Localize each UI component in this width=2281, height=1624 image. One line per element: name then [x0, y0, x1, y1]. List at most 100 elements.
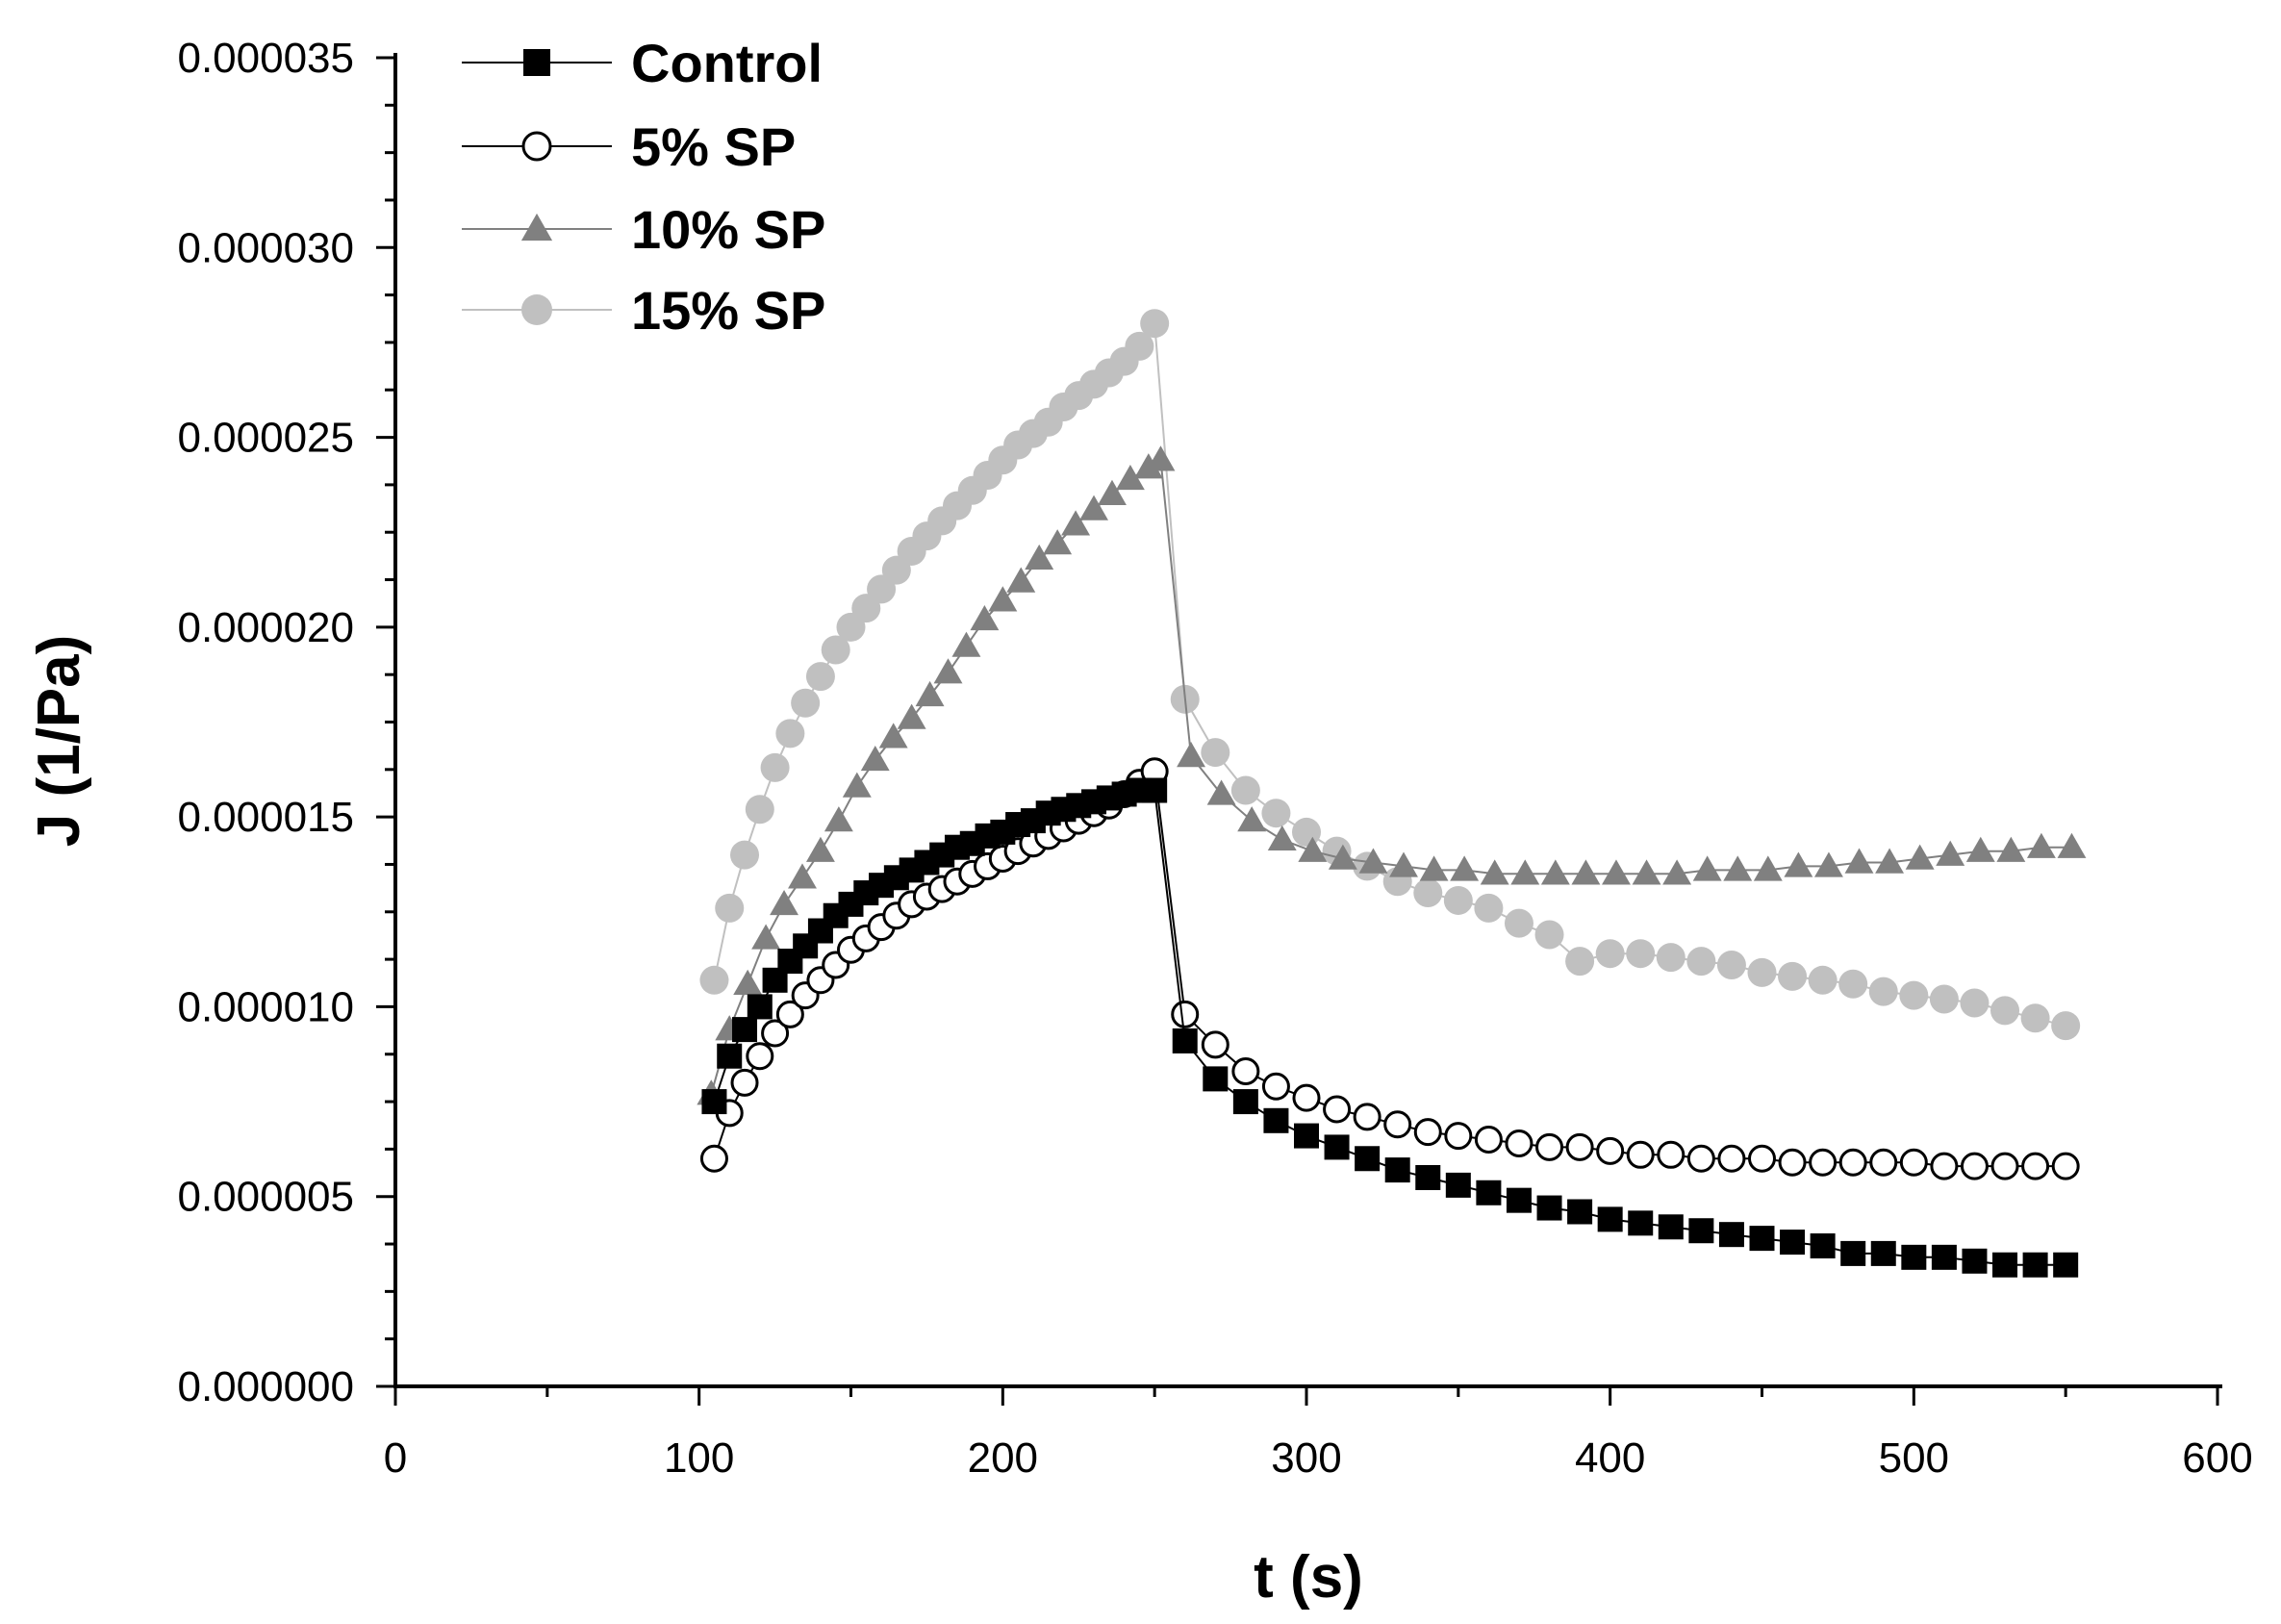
data-point	[1505, 1129, 1533, 1157]
data-point	[1716, 951, 1746, 980]
y-axis-title: J (1/Pa)	[26, 635, 92, 848]
data-point	[1061, 510, 1091, 536]
data-point	[1540, 859, 1570, 885]
y-tick-label: 0.000025	[177, 415, 354, 462]
data-point	[1686, 947, 1716, 977]
y-tick-label: 0.000030	[177, 224, 354, 271]
data-point	[1535, 1132, 1564, 1161]
y-tick-label: 0.000005	[177, 1174, 354, 1221]
data-point	[1565, 947, 1595, 977]
data-point	[1753, 855, 1783, 881]
data-point	[1237, 806, 1267, 832]
data-point	[1962, 1248, 1988, 1274]
x-tick-label: 400	[1575, 1434, 1645, 1482]
data-point	[715, 893, 745, 923]
data-point	[747, 994, 773, 1020]
legend-item: 15% SP	[462, 280, 825, 341]
data-point	[1838, 1148, 1867, 1177]
data-point	[842, 772, 872, 798]
data-point	[1504, 908, 1533, 938]
data-point	[1965, 836, 1995, 862]
data-point	[1656, 943, 1685, 973]
data-point	[1844, 848, 1874, 874]
data-point	[951, 631, 981, 657]
data-point	[1079, 495, 1108, 520]
data-point	[730, 1068, 759, 1097]
legend-label: Control	[631, 33, 823, 93]
data-point	[1936, 840, 1965, 866]
data-point	[2053, 1252, 2079, 1278]
data-point	[746, 1042, 774, 1071]
data-point	[521, 131, 552, 162]
data-point	[2022, 1252, 2048, 1278]
data-point	[2020, 1003, 2050, 1033]
y-ticks: 0.000000 0.000005 0.000010 0.000015 0.000020…	[177, 35, 395, 1410]
data-point	[745, 795, 774, 825]
data-point	[1990, 1152, 2019, 1180]
data-point	[1931, 1244, 1957, 1270]
data-point	[970, 605, 1000, 631]
data-point	[1534, 920, 1564, 950]
data-point	[1718, 1222, 1744, 1248]
data-point	[1450, 855, 1480, 881]
data-point	[1443, 885, 1473, 915]
data-point	[1899, 1148, 1928, 1177]
data-point	[933, 658, 963, 684]
x-tick-label: 600	[2182, 1434, 2252, 1482]
legend-label: 15% SP	[631, 280, 825, 341]
data-point	[2051, 1152, 2080, 1180]
y-tick-label: 0.000000	[177, 1363, 354, 1410]
data-point	[1263, 1107, 1289, 1133]
data-point	[1231, 1057, 1260, 1086]
data-point	[1474, 893, 1504, 923]
data-point	[1415, 1164, 1441, 1190]
data-point	[1480, 859, 1509, 885]
y-tick-label: 0.000015	[177, 794, 354, 841]
data-point	[1992, 1252, 2018, 1278]
plot-area	[697, 309, 2087, 1278]
data-point	[1177, 742, 1205, 768]
data-point	[1171, 1000, 1200, 1028]
data-point	[1172, 1028, 1198, 1053]
data-point	[1905, 844, 1935, 870]
data-point	[1571, 859, 1601, 885]
legend-item: 10% SP	[462, 199, 825, 260]
data-point	[860, 746, 890, 772]
x-tick-label: 300	[1271, 1434, 1341, 1482]
data-point	[1808, 965, 1837, 995]
data-point	[699, 1144, 728, 1173]
data-point	[699, 965, 729, 995]
data-point	[1929, 984, 1959, 1014]
data-point	[821, 635, 850, 665]
data-point	[788, 863, 817, 889]
data-point	[1506, 1187, 1532, 1213]
data-point	[1323, 1095, 1352, 1124]
data-point	[770, 889, 799, 916]
data-point	[2021, 1152, 2050, 1180]
data-point	[733, 969, 763, 995]
data-point	[1232, 1089, 1258, 1115]
data-point	[1686, 1144, 1715, 1173]
data-point	[521, 294, 552, 325]
data-point	[1930, 1152, 1959, 1180]
data-point	[1294, 1123, 1319, 1149]
data-point	[805, 836, 835, 862]
data-point	[1990, 996, 2020, 1026]
x-tick-label: 0	[384, 1434, 407, 1482]
data-point	[1692, 855, 1722, 881]
data-point	[1778, 961, 1808, 991]
x-axis-title: t (s)	[1254, 1544, 1363, 1611]
legend-item: 5% SP	[462, 116, 796, 177]
data-point	[1476, 1180, 1502, 1205]
data-point	[2057, 832, 2087, 858]
y-tick-label: 0.000035	[177, 35, 354, 82]
data-point	[1098, 479, 1127, 505]
data-point	[791, 688, 821, 718]
data-point	[1628, 1210, 1654, 1236]
data-point	[1809, 1148, 1837, 1177]
data-point	[1125, 331, 1154, 361]
data-point	[730, 840, 760, 870]
legend-label: 5% SP	[631, 116, 796, 177]
data-point	[1006, 567, 1036, 593]
